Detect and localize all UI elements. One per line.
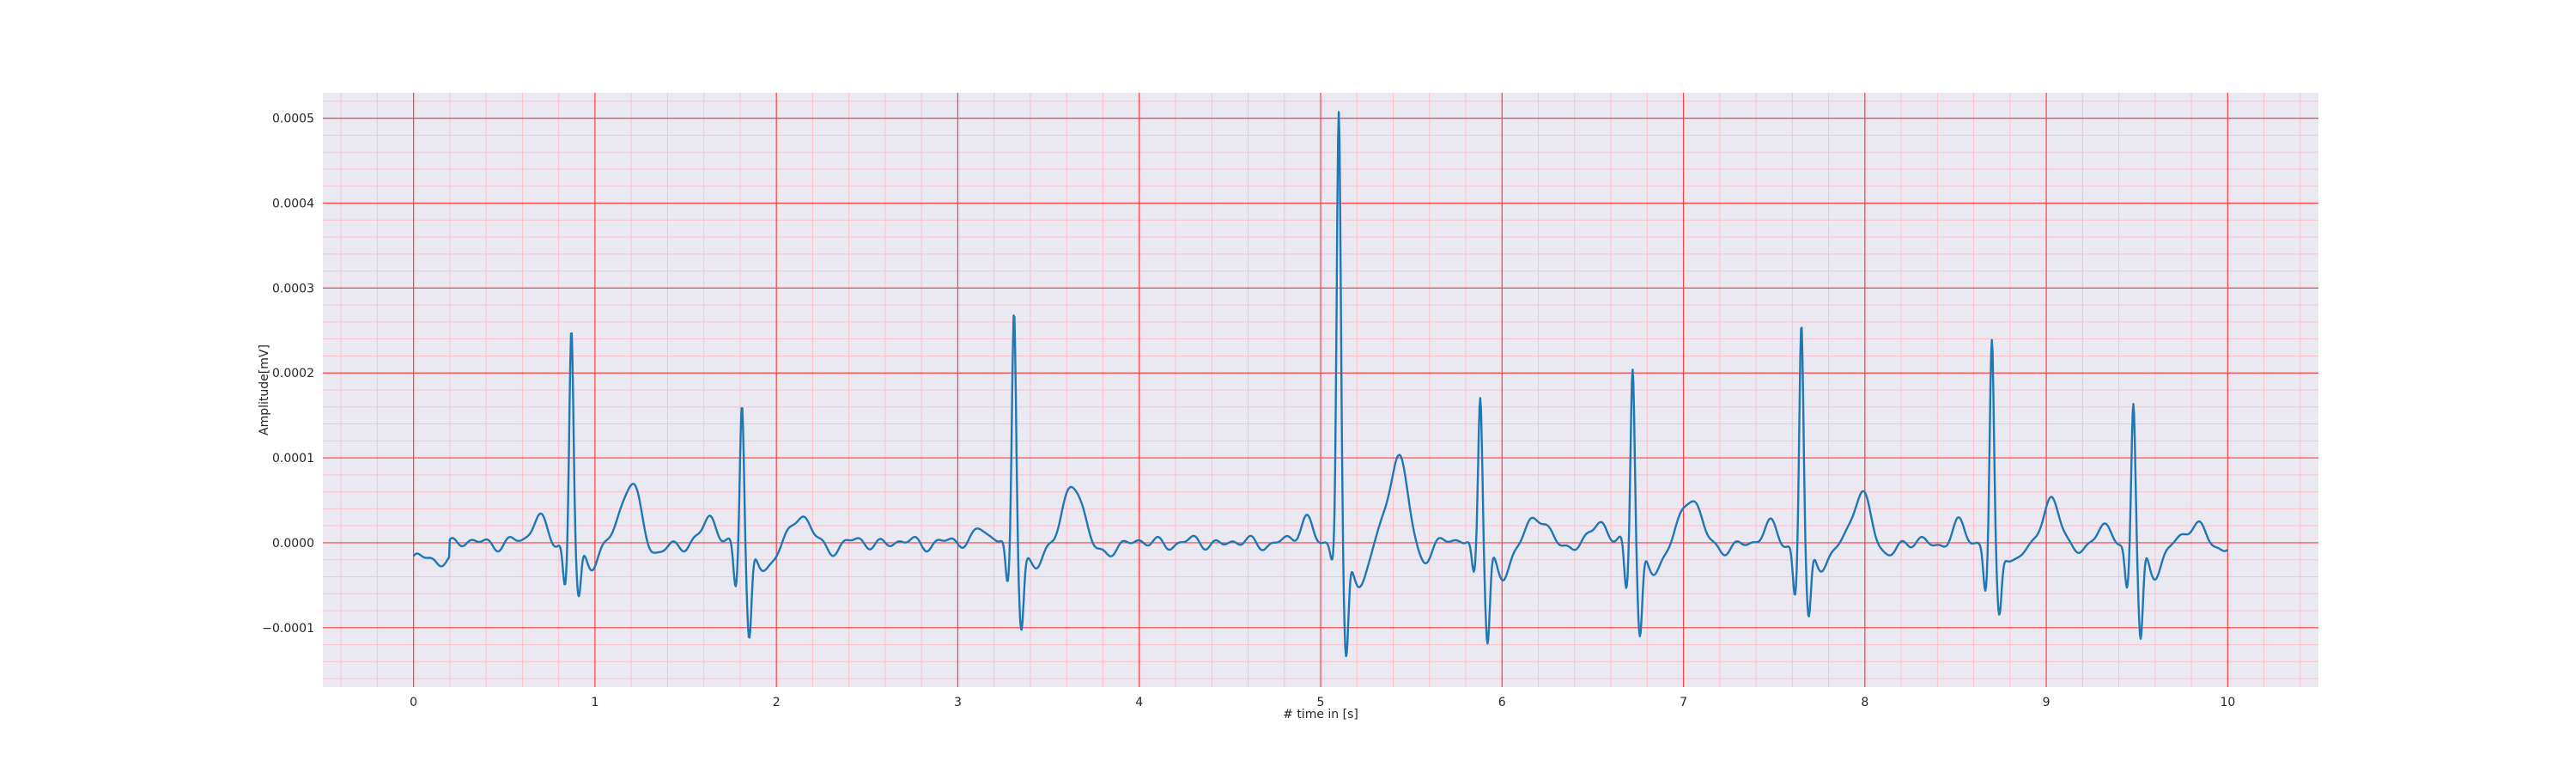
plot-area [323,93,2318,687]
y-tick-label: 0.0004 [272,198,314,211]
y-tick-label: 0.0000 [272,537,314,551]
x-tick-labels: 0 1 2 3 4 5 6 7 8 9 10 [410,696,2235,709]
y-tick-label: −0.0001 [262,622,314,636]
x-tick-label: 6 [1498,696,1506,709]
x-tick-label: 8 [1861,696,1868,709]
x-tick-label: 5 [1317,696,1325,709]
x-tick-label: 3 [954,696,962,709]
x-tick-label: 9 [2043,696,2050,709]
x-tick-label: 7 [1680,696,1687,709]
y-tick-label: 0.0002 [272,367,314,380]
x-tick-label: 2 [773,696,781,709]
y-tick-labels: −0.0001 0.0000 0.0001 0.0002 0.0003 0.0004 0.0… [262,113,314,636]
x-tick-label: 1 [591,696,598,709]
y-tick-label: 0.0001 [272,452,314,466]
x-axis-label: # time in [s] [1283,708,1358,721]
y-tick-label: 0.0005 [272,113,314,126]
major-grid [323,93,2318,687]
ecg-series-line [412,111,2229,658]
y-axis-label: Amplitude[mV] [258,344,271,435]
y-tick-label: 0.0003 [272,282,314,295]
x-tick-label: 4 [1135,696,1143,709]
x-tick-label: 0 [410,696,417,709]
x-tick-label: 10 [2220,696,2235,709]
